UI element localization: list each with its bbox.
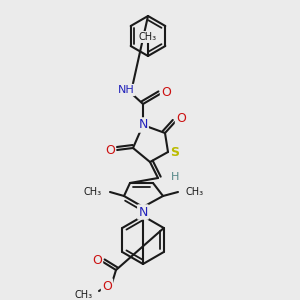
Text: CH₃: CH₃ xyxy=(84,187,102,197)
Text: O: O xyxy=(161,86,171,100)
Text: N: N xyxy=(138,206,148,218)
Text: CH₃: CH₃ xyxy=(186,187,204,197)
Text: N: N xyxy=(138,118,148,131)
Text: S: S xyxy=(170,146,179,158)
Text: H: H xyxy=(171,172,179,182)
Text: CH₃: CH₃ xyxy=(139,32,157,42)
Text: CH₃: CH₃ xyxy=(75,290,93,300)
Text: O: O xyxy=(105,145,115,158)
Text: O: O xyxy=(102,280,112,292)
Text: NH: NH xyxy=(118,85,134,95)
Text: O: O xyxy=(176,112,186,125)
Text: O: O xyxy=(92,254,102,268)
